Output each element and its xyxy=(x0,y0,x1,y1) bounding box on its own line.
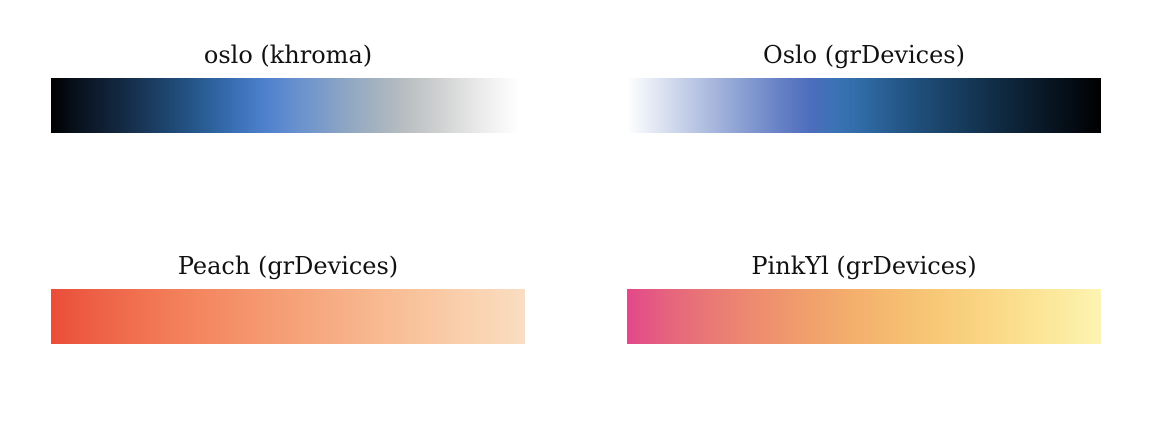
palette-title: Oslo (grDevices) xyxy=(763,41,965,69)
color-swatch xyxy=(249,289,289,344)
color-swatch xyxy=(408,78,430,133)
color-swatch xyxy=(1076,78,1101,133)
color-swatch xyxy=(274,78,296,133)
color-swatch xyxy=(475,78,497,133)
color-swatch xyxy=(752,78,777,133)
color-swatch xyxy=(209,289,249,344)
palette-title: Peach (grDevices) xyxy=(177,252,399,280)
color-swatch xyxy=(706,289,746,344)
palette-title: oslo (khroma) xyxy=(203,41,373,69)
color-swatch xyxy=(852,78,877,133)
color-swatch xyxy=(983,289,1023,344)
color-swatch xyxy=(1026,78,1051,133)
color-swatch xyxy=(185,78,207,133)
color-swatch xyxy=(827,78,852,133)
color-swatch xyxy=(777,78,802,133)
palette-color-strip xyxy=(51,78,520,133)
color-swatch xyxy=(140,78,162,133)
color-swatch xyxy=(319,78,341,133)
color-swatch xyxy=(288,289,328,344)
color-swatch xyxy=(627,78,652,133)
color-swatch xyxy=(91,289,131,344)
color-swatch xyxy=(51,289,91,344)
color-swatch xyxy=(453,78,475,133)
color-swatch xyxy=(73,78,95,133)
palette-color-strip xyxy=(51,289,525,344)
color-swatch xyxy=(627,289,667,344)
color-swatch xyxy=(943,289,983,344)
color-swatch xyxy=(297,78,319,133)
color-swatch xyxy=(130,289,170,344)
color-swatch xyxy=(1051,78,1076,133)
color-swatch xyxy=(96,78,118,133)
color-swatch xyxy=(951,78,976,133)
color-swatch xyxy=(328,289,368,344)
color-swatch xyxy=(677,78,702,133)
color-swatch xyxy=(976,78,1001,133)
color-swatch xyxy=(367,289,407,344)
color-swatch xyxy=(864,289,904,344)
color-swatch xyxy=(252,78,274,133)
color-swatch xyxy=(364,78,386,133)
color-swatch xyxy=(825,289,865,344)
color-swatch xyxy=(170,289,210,344)
color-swatch xyxy=(163,78,185,133)
color-swatch xyxy=(1062,289,1102,344)
color-swatch xyxy=(702,78,727,133)
color-swatch xyxy=(746,289,786,344)
palette-title: PinkYl (grDevices) xyxy=(751,252,977,280)
color-swatch xyxy=(207,78,229,133)
color-swatch xyxy=(1022,289,1062,344)
color-swatch xyxy=(802,78,827,133)
palette-color-strip xyxy=(627,289,1101,344)
color-swatch xyxy=(486,289,526,344)
palette-color-strip xyxy=(627,78,1101,133)
color-swatch xyxy=(341,78,363,133)
color-swatch xyxy=(51,78,73,133)
color-swatch xyxy=(1001,78,1026,133)
color-swatch xyxy=(926,78,951,133)
color-swatch xyxy=(901,78,926,133)
color-swatch xyxy=(446,289,486,344)
color-swatch xyxy=(652,78,677,133)
color-swatch xyxy=(230,78,252,133)
color-swatch xyxy=(498,78,520,133)
color-swatch xyxy=(386,78,408,133)
color-swatch xyxy=(727,78,752,133)
color-swatch xyxy=(667,289,707,344)
color-swatch xyxy=(904,289,944,344)
color-swatch xyxy=(877,78,902,133)
color-swatch xyxy=(407,289,447,344)
color-swatch xyxy=(785,289,825,344)
color-swatch xyxy=(118,78,140,133)
color-swatch xyxy=(431,78,453,133)
